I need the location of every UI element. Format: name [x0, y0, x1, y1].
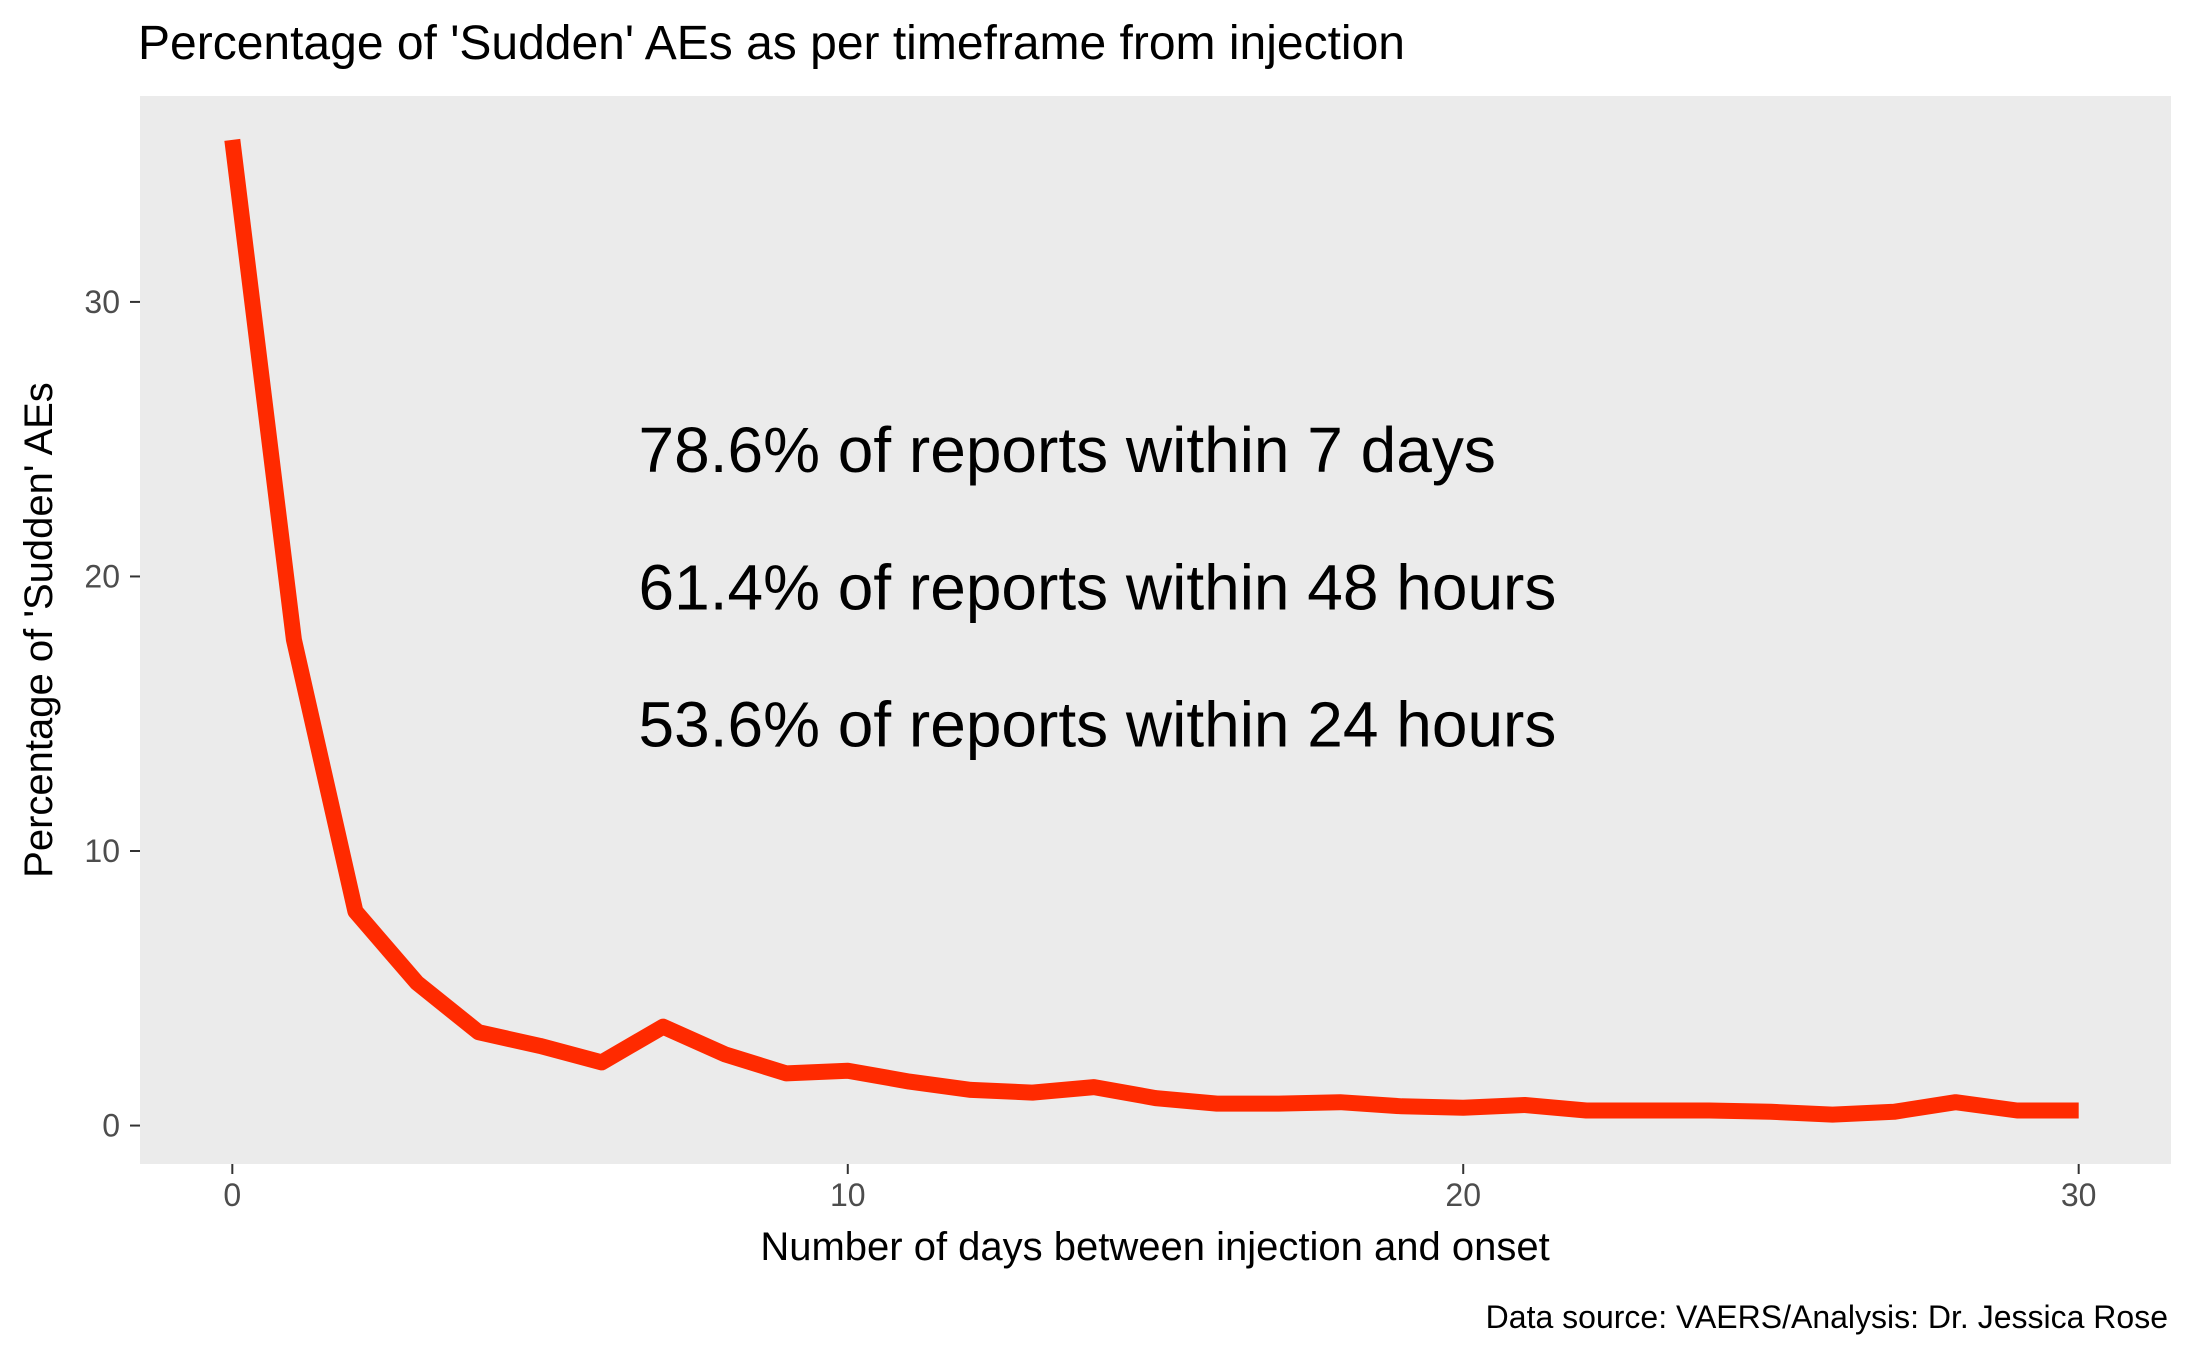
series-group	[224, 138, 2079, 1123]
x-axis-label: Number of days between injection and ons…	[760, 1225, 1549, 1269]
annotation-text: 78.6% of reports within 7 days	[639, 414, 1496, 486]
chart-title: Percentage of 'Sudden' AEs as per timefr…	[138, 17, 1405, 70]
x-tick-label: 10	[830, 1177, 866, 1213]
y-tick-label: 30	[84, 284, 120, 320]
annotation-group: 78.6% of reports within 7 days 61.4% of r…	[639, 414, 1557, 761]
y-tick-label: 10	[84, 833, 120, 869]
annotation-text: 53.6% of reports within 24 hours	[639, 689, 1557, 761]
caption: Data source: VAERS/Analysis: Dr. Jessica…	[1486, 1299, 2168, 1335]
x-tick-label: 0	[223, 1177, 241, 1213]
y-tick-label: 20	[84, 558, 120, 594]
annotation-text: 61.4% of reports within 48 hours	[639, 551, 1557, 623]
y-axis-label: Percentage of 'Sudden' AEs	[17, 382, 61, 878]
x-axis: 0 10 20 30	[223, 1164, 2096, 1213]
y-tick-label: 0	[102, 1108, 120, 1144]
x-tick-label: 30	[2061, 1177, 2097, 1213]
plot-panel	[140, 96, 2171, 1164]
x-tick-label: 20	[1445, 1177, 1481, 1213]
series-line	[224, 138, 2079, 1123]
y-axis: 0 10 20 30	[84, 284, 140, 1144]
